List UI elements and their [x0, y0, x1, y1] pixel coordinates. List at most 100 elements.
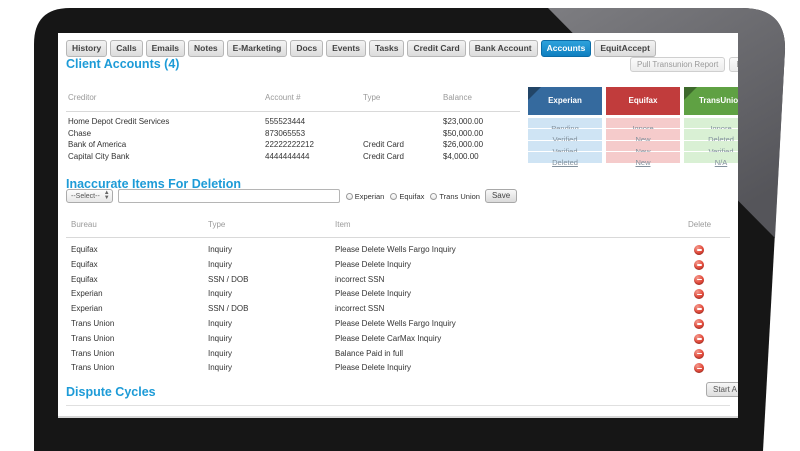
tab-notes[interactable]: Notes	[188, 40, 224, 57]
account-number: 4444444444	[265, 151, 310, 161]
edit-button[interactable]: Edit	[729, 57, 738, 72]
items-header-rule	[66, 237, 730, 238]
table-row: Bank of America 22222222212 Credit Card …	[58, 139, 528, 151]
item-type-select[interactable]: --Select-- ▲ ▼	[66, 189, 113, 203]
transunion-status-link[interactable]: N/A	[714, 158, 728, 167]
table-row: Equifax SSN / DOB incorrect SSN	[58, 273, 738, 288]
item-text-input[interactable]	[117, 189, 340, 203]
account-number: 555523444	[265, 117, 306, 126]
tab-tasks[interactable]: Tasks	[368, 40, 405, 57]
item-text: incorrect SSN	[335, 274, 385, 284]
radio-label: Equifax	[399, 191, 425, 201]
item-bureau: Trans Union	[71, 363, 115, 373]
experian-header: Experian	[528, 87, 602, 115]
creditor-name: Chase	[68, 128, 92, 138]
col-type: Type	[363, 93, 381, 102]
item-text: Balance Paid in full	[335, 348, 404, 358]
col-item: Item	[335, 220, 351, 229]
account-type: Credit Card	[363, 140, 404, 149]
delete-icon[interactable]	[694, 289, 704, 300]
delete-icon[interactable]	[694, 304, 704, 315]
delete-icon[interactable]	[694, 259, 704, 270]
equifax-status-link[interactable]: New	[635, 158, 651, 167]
item-text: Please Delete Inquiry	[335, 289, 412, 299]
experian-status-link[interactable]: Deleted	[552, 158, 578, 167]
start-new-dispute-button[interactable]: Start A New	[706, 382, 738, 397]
item-bureau: Trans Union	[71, 319, 115, 328]
experian-status-link[interactable]: Verified	[552, 146, 578, 156]
item-bureau: Trans Union	[71, 348, 115, 358]
account-balance: $4,000.00	[443, 151, 479, 161]
table-row: Home Depot Credit Services 555523444 $23…	[58, 116, 528, 128]
radio-equifax[interactable]: Equifax	[390, 192, 424, 201]
equifax-column: Equifax Ignore New New New	[606, 87, 680, 167]
account-balance: $50,000.00	[443, 128, 484, 138]
dispute-cycles-rule	[66, 405, 730, 406]
delete-icon[interactable]	[694, 363, 704, 374]
experian-column: Experian Pending Verified Verified Delet…	[528, 87, 602, 167]
delete-icon[interactable]	[694, 333, 704, 344]
app-screen: History Calls Emails Notes E-Marketing D…	[58, 33, 738, 418]
radio-circle-icon[interactable]	[430, 192, 438, 200]
account-balance: $26,000.00	[443, 140, 484, 149]
item-type: Inquiry	[208, 245, 233, 254]
tab-bar: History Calls Emails Notes E-Marketing D…	[66, 40, 656, 57]
select-value: --Select--	[71, 192, 100, 200]
table-row: Experian Inquiry Please Delete Inquiry	[58, 287, 738, 302]
tab-credit-card[interactable]: Credit Card	[407, 40, 466, 57]
account-number: 22222222212	[265, 140, 314, 149]
item-type: Inquiry	[208, 259, 233, 269]
col-bureau: Bureau	[71, 220, 97, 229]
pull-transunion-report-button[interactable]: Pull Transunion Report	[630, 57, 726, 72]
save-button[interactable]: Save	[484, 189, 518, 203]
radio-circle-icon[interactable]	[390, 192, 398, 200]
radio-circle-icon[interactable]	[345, 192, 353, 200]
tab-docs[interactable]: Docs	[290, 40, 324, 57]
account-balance: $23,000.00	[443, 117, 484, 126]
tab-calls[interactable]: Calls	[110, 40, 143, 57]
item-type: Inquiry	[208, 333, 233, 343]
equifax-status-link[interactable]: New	[635, 135, 651, 144]
col-delete: Delete	[688, 220, 712, 229]
item-type: Inquiry	[208, 319, 233, 328]
delete-icon[interactable]	[694, 274, 704, 285]
tab-emails[interactable]: Emails	[145, 40, 186, 57]
radio-experian[interactable]: Experian	[345, 192, 384, 201]
item-bureau: Equifax	[71, 259, 98, 269]
item-text: incorrect SSN	[335, 304, 385, 314]
tab-bank-account[interactable]: Bank Account	[468, 40, 538, 57]
tab-events[interactable]: Events	[326, 40, 366, 57]
radio-label: Trans Union	[439, 191, 480, 201]
experian-status-link[interactable]: Pending	[551, 123, 579, 133]
item-bureau: Experian	[71, 289, 103, 299]
radio-trans-union[interactable]: Trans Union	[430, 192, 480, 201]
tab-history[interactable]: History	[66, 40, 108, 57]
item-text: Please Delete CarMax Inquiry	[335, 333, 442, 343]
inaccurate-items-title: Inaccurate Items For Deletion	[66, 177, 242, 191]
table-row: Trans Union Inquiry Please Delete Wells …	[58, 317, 738, 332]
transunion-status-link[interactable]: Deleted	[708, 135, 734, 144]
tab-e-marketing[interactable]: E-Marketing	[226, 40, 288, 57]
table-row: Trans Union Inquiry Balance Paid in full	[58, 347, 738, 362]
transunion-status-link[interactable]: Verified	[708, 146, 734, 156]
table-row: Trans Union Inquiry Please Delete Inquir…	[58, 361, 738, 376]
inaccurate-items-controls: --Select-- ▲ ▼ Experian Equifax Trans Uni…	[66, 189, 518, 203]
experian-status-link[interactable]: Verified	[552, 135, 578, 144]
delete-icon[interactable]	[694, 319, 704, 329]
transunion-status-link[interactable]: Ignore	[710, 123, 732, 133]
item-type: SSN / DOB	[208, 304, 249, 314]
equifax-status-link[interactable]: New	[635, 146, 651, 156]
delete-icon[interactable]	[694, 348, 704, 359]
tab-equitaccept[interactable]: EquitAccept	[594, 40, 656, 57]
table-row: Trans Union Inquiry Please Delete CarMax…	[58, 332, 738, 347]
tab-accounts[interactable]: Accounts	[540, 40, 592, 57]
equifax-status-link[interactable]: Ignore	[632, 123, 654, 133]
delete-icon[interactable]	[694, 245, 704, 255]
equifax-header: Equifax	[606, 87, 680, 115]
table-row: Chase 873065553 $50,000.00	[58, 128, 528, 140]
col-creditor: Creditor	[68, 93, 97, 102]
account-type: Credit Card	[363, 151, 404, 161]
col-item-type: Type	[208, 220, 226, 229]
table-row: Equifax Inquiry Please Delete Wells Farg…	[58, 243, 738, 258]
